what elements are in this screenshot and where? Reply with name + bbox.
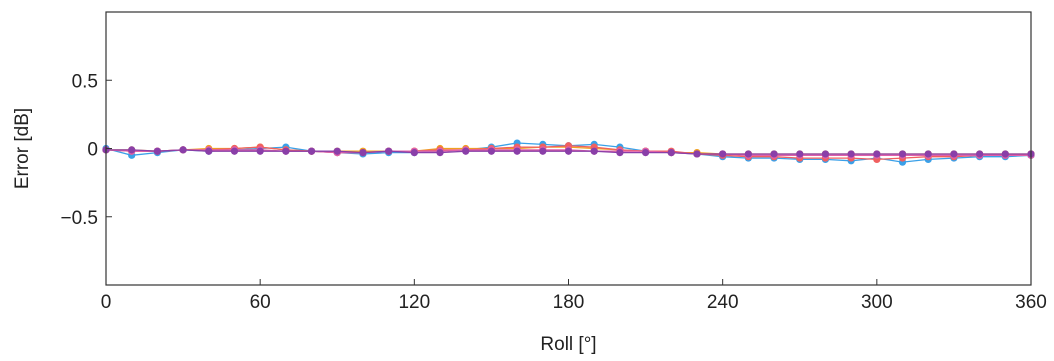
data-point (205, 147, 213, 155)
data-point (1001, 150, 1009, 158)
data-point (128, 146, 136, 154)
x-tick-label: 300 (861, 292, 893, 313)
x-tick-label: 180 (553, 292, 585, 313)
data-point (282, 147, 290, 155)
data-point (821, 150, 830, 158)
data-point (744, 150, 752, 158)
data-point (847, 150, 855, 158)
y-tick-label: 0.5 (72, 71, 98, 92)
data-point (179, 146, 187, 154)
data-point (976, 150, 984, 158)
data-point (462, 147, 470, 155)
data-point (539, 147, 547, 155)
data-point (333, 147, 341, 155)
y-tick-label: −0.5 (60, 208, 98, 229)
x-tick-label: 360 (1015, 292, 1047, 313)
data-point (256, 147, 264, 155)
data-point (770, 150, 778, 158)
data-point (641, 148, 650, 157)
data-point (359, 148, 367, 157)
x-tick-label: 120 (398, 292, 430, 313)
data-point (590, 147, 598, 155)
data-point (385, 147, 393, 155)
data-point (873, 150, 881, 158)
data-point (410, 148, 418, 157)
x-tick-label: 60 (250, 292, 271, 313)
data-point (230, 147, 239, 155)
x-axis-title: Roll [°] (540, 334, 596, 355)
data-point (950, 150, 958, 158)
x-tick-label: 240 (707, 292, 739, 313)
data-point (924, 150, 932, 158)
x-axis: 0 60 120 180 240 300 360 (101, 279, 1047, 313)
data-point (513, 147, 521, 155)
data-point (436, 148, 444, 157)
y-tick-label: 0 (87, 140, 98, 161)
x-tick-label: 0 (101, 292, 112, 313)
data-point (667, 148, 675, 157)
data-point (307, 147, 316, 155)
data-point (616, 148, 624, 157)
data-point (719, 150, 727, 158)
series-layer (102, 139, 1035, 166)
data-point (796, 150, 804, 158)
y-axis: 0.5 0 −0.5 (60, 71, 112, 229)
data-point (564, 147, 573, 155)
data-point (153, 147, 161, 155)
data-point (898, 150, 907, 158)
data-point (693, 150, 701, 158)
data-point (487, 147, 496, 155)
y-axis-title: Error [dB] (12, 108, 33, 189)
series-5 (102, 146, 1035, 158)
